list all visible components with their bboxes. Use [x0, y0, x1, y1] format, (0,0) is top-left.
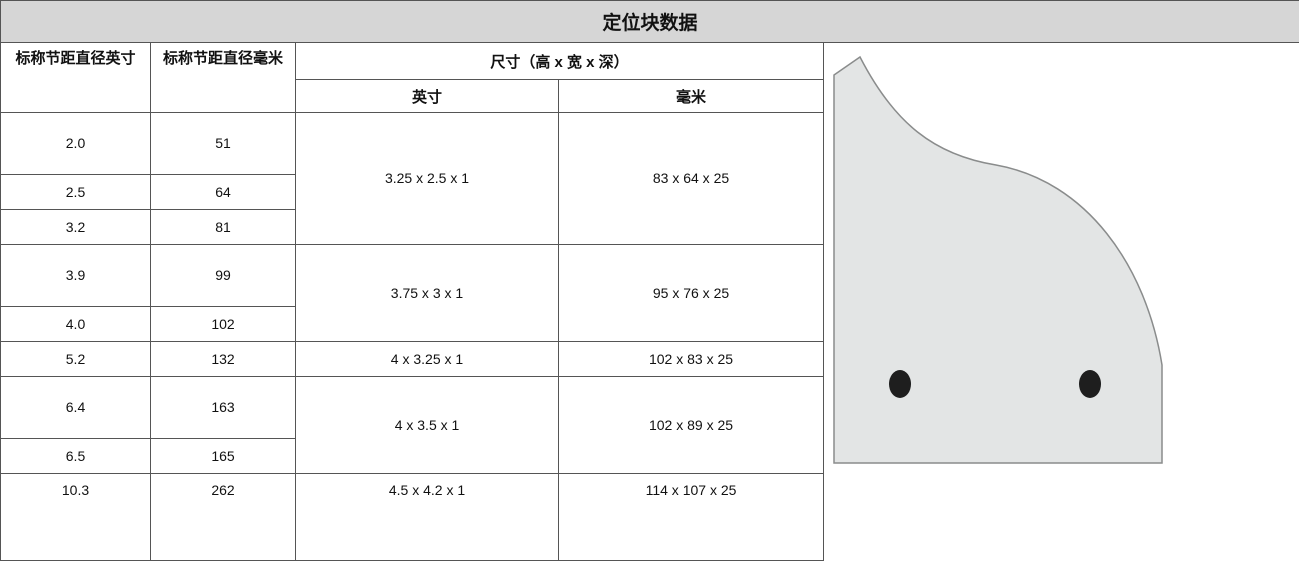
header-dims-in: 英寸: [296, 80, 559, 113]
size-mm: 114 x 107 x 25: [559, 473, 824, 560]
pitch-in: 3.9: [1, 244, 151, 306]
size-in: 4 x 3.25 x 1: [296, 341, 559, 376]
header-dims-mm: 毫米: [559, 80, 824, 113]
product-image: [824, 43, 1298, 473]
header-pitch-mm: 标称节距直径毫米: [151, 43, 296, 113]
size-mm: 95 x 76 x 25: [559, 244, 824, 341]
pitch-mm: 64: [151, 174, 296, 209]
pitch-in: 2.0: [1, 113, 151, 175]
pitch-mm: 51: [151, 113, 296, 175]
pitch-in: 5.2: [1, 341, 151, 376]
pitch-in: 4.0: [1, 306, 151, 341]
size-mm: 102 x 89 x 25: [559, 376, 824, 473]
table-title: 定位块数据: [1, 1, 1299, 43]
size-mm: 102 x 83 x 25: [559, 341, 824, 376]
pitch-in: 3.2: [1, 209, 151, 244]
pitch-mm: 81: [151, 209, 296, 244]
pitch-in: 2.5: [1, 174, 151, 209]
pitch-in: 6.5: [1, 438, 151, 473]
pitch-mm: 262: [151, 473, 296, 560]
pitch-mm: 163: [151, 376, 296, 438]
pitch-mm: 102: [151, 306, 296, 341]
pitch-in: 6.4: [1, 376, 151, 438]
pitch-in: 10.3: [1, 473, 151, 560]
product-image-cell: [824, 43, 1299, 474]
size-in: 4.5 x 4.2 x 1: [296, 473, 559, 560]
pitch-mm: 99: [151, 244, 296, 306]
size-in: 3.75 x 3 x 1: [296, 244, 559, 341]
pitch-mm: 132: [151, 341, 296, 376]
size-mm: 83 x 64 x 25: [559, 113, 824, 245]
size-in: 4 x 3.5 x 1: [296, 376, 559, 473]
header-pitch-in: 标称节距直径英寸: [1, 43, 151, 113]
header-dims: 尺寸（高 x 宽 x 深）: [296, 43, 824, 80]
size-in: 3.25 x 2.5 x 1: [296, 113, 559, 245]
pitch-mm: 165: [151, 438, 296, 473]
